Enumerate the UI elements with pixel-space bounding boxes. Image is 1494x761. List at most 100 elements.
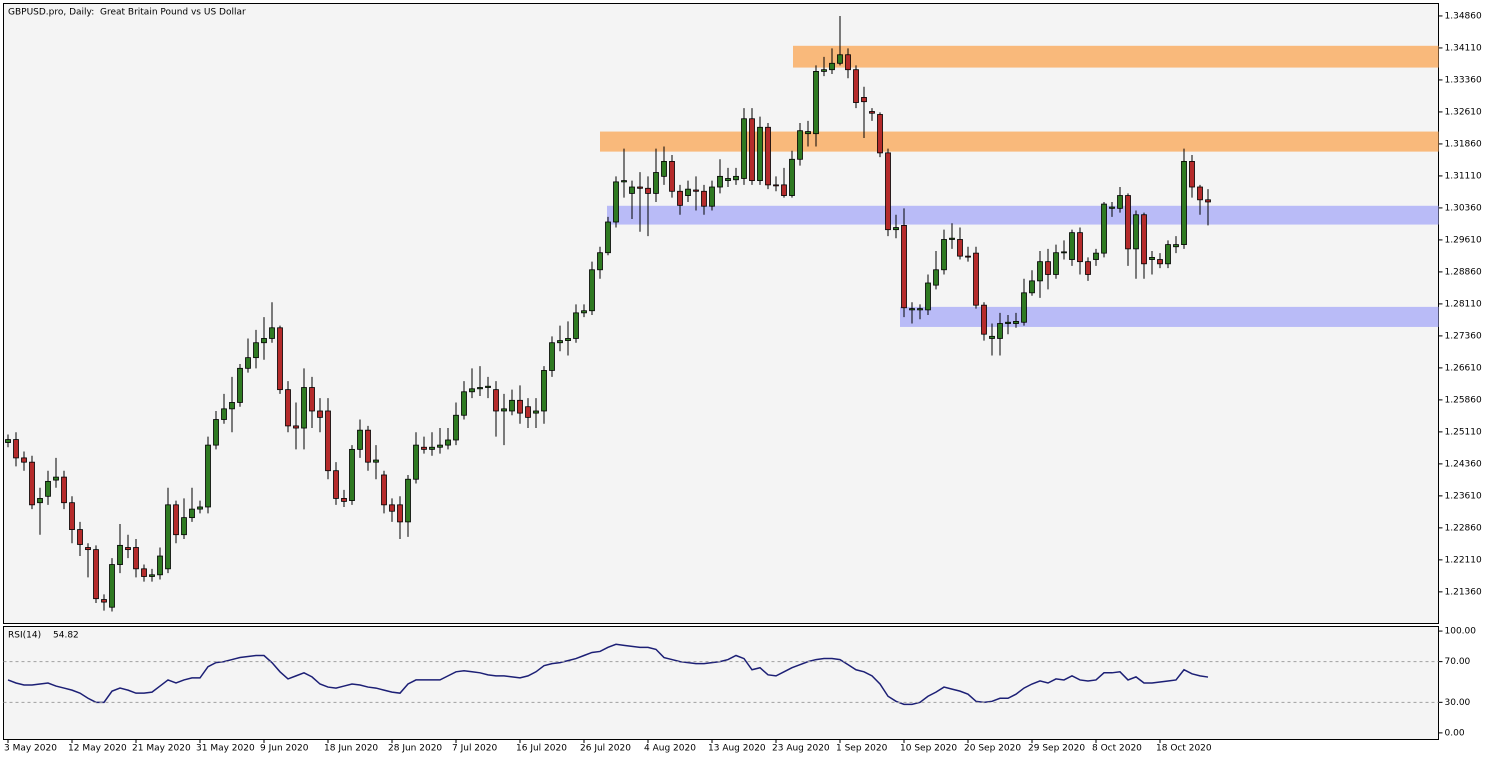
candle-body	[141, 568, 147, 577]
candle-body	[205, 444, 211, 508]
candle-body	[645, 187, 651, 194]
candle-body	[589, 269, 595, 312]
candle-body	[941, 239, 947, 271]
candle-body	[613, 181, 619, 223]
candle-body	[637, 186, 643, 189]
candle-body	[1093, 252, 1099, 260]
candle-body	[37, 498, 43, 504]
candle-body	[837, 54, 843, 64]
candle-body	[709, 186, 715, 207]
candle-body	[1125, 195, 1131, 250]
candle-body	[253, 342, 259, 359]
y-tick-label: 1.29610	[1445, 235, 1482, 245]
candle-body	[1133, 214, 1139, 250]
candle-body	[509, 399, 515, 412]
candle-body	[309, 387, 315, 412]
candle-body	[301, 387, 307, 429]
candle-body	[189, 508, 195, 519]
candle-body	[445, 439, 451, 446]
candle-body	[317, 410, 323, 418]
candle-body	[125, 547, 131, 551]
x-tick-label: 31 May 2020	[196, 744, 255, 754]
candle-body	[1189, 161, 1195, 188]
zones	[600, 45, 1439, 327]
candle-body	[197, 506, 203, 510]
zone	[600, 131, 1439, 152]
x-tick-label: 16 Jul 2020	[516, 744, 567, 754]
candle-body	[325, 410, 331, 472]
candle-body	[717, 175, 723, 188]
candle-body	[677, 190, 683, 206]
x-tick-label: 10 Sep 2020	[900, 744, 957, 754]
candle-body	[421, 446, 427, 450]
candle-body	[485, 385, 491, 388]
candle-body	[293, 425, 299, 429]
y-tick-label: 1.22110	[1445, 555, 1482, 565]
rsi	[7, 643, 1209, 706]
candle-body	[605, 221, 611, 254]
candle-body	[221, 408, 227, 420]
candle-body	[213, 419, 219, 446]
candle-body	[973, 252, 979, 306]
rsi-line	[7, 643, 1209, 706]
candle-body	[701, 190, 707, 207]
candle-body	[517, 399, 523, 414]
candle-body	[501, 408, 507, 412]
candle-body	[829, 62, 835, 71]
candle-body	[773, 184, 779, 187]
candle-body	[781, 184, 787, 196]
candle-body	[77, 529, 83, 545]
y-tick-label: 1.25860	[1445, 395, 1482, 405]
candle-body	[13, 439, 19, 459]
candle-body	[997, 323, 1003, 339]
candle-body	[373, 459, 379, 463]
y-tick-label: 100.00	[1445, 627, 1477, 637]
candle-body	[1149, 257, 1155, 260]
candle-body	[21, 457, 27, 463]
candle-body	[581, 310, 587, 314]
y-tick-label: 1.30360	[1445, 203, 1482, 213]
candle-body	[397, 504, 403, 523]
y-tick-label: 1.28860	[1445, 267, 1482, 277]
candle-body	[493, 389, 499, 412]
candle-body	[653, 172, 659, 194]
candle-body	[1069, 232, 1075, 260]
y-tick-label: 1.33360	[1445, 75, 1482, 85]
candle-body	[789, 158, 795, 196]
candle-body	[93, 549, 99, 600]
indicator-value: 54.82	[53, 631, 79, 641]
candle-body	[949, 237, 955, 240]
candle-body	[453, 414, 459, 441]
x-tick-label: 7 Jul 2020	[452, 744, 497, 754]
candle-body	[149, 574, 155, 577]
candle-body	[821, 69, 827, 72]
x-tick-label: 3 May 2020	[4, 744, 57, 754]
y-tick-label: 1.24360	[1445, 459, 1482, 469]
x-tick-label: 21 May 2020	[132, 744, 191, 754]
candle-body	[157, 555, 163, 576]
y-tick-label: 1.21360	[1445, 587, 1482, 597]
candle-body	[1037, 261, 1043, 282]
candle-body	[461, 391, 467, 416]
candles	[5, 15, 1211, 612]
candle-body	[357, 429, 363, 450]
candle-body	[53, 476, 59, 481]
candle-body	[1165, 244, 1171, 265]
candle-body	[109, 564, 115, 608]
candle-body	[1013, 320, 1019, 324]
rsi-panel	[3, 626, 1439, 740]
candle-body	[749, 118, 755, 182]
candle-body	[285, 389, 291, 427]
candle-body	[597, 252, 603, 271]
candle-body	[1005, 321, 1011, 324]
candle-body	[1021, 292, 1027, 323]
candle-body	[437, 444, 443, 448]
candle-body	[813, 71, 819, 135]
candle-body	[885, 152, 891, 231]
candle-body	[853, 69, 859, 103]
candle-body	[909, 308, 915, 311]
candle-body	[413, 444, 419, 480]
candle-body	[101, 599, 107, 603]
chart-title: GBPUSD.pro, Daily: Great Britain Pound v…	[8, 8, 246, 18]
